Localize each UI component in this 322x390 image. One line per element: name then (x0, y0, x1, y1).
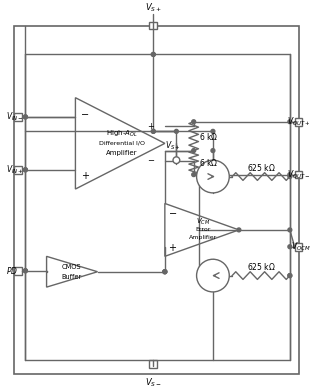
Text: $V_{OUT-}$: $V_{OUT-}$ (288, 168, 311, 181)
Text: 625 k$\Omega$: 625 k$\Omega$ (247, 261, 275, 272)
Text: High-$A_{OL}$: High-$A_{OL}$ (106, 129, 138, 139)
Text: 625 k$\Omega$: 625 k$\Omega$ (247, 162, 275, 173)
Circle shape (24, 115, 27, 119)
Text: 6 k$\Omega$: 6 k$\Omega$ (199, 157, 219, 168)
Circle shape (237, 228, 241, 232)
Text: $V_{CM}$: $V_{CM}$ (196, 217, 211, 227)
Text: Differential I/O: Differential I/O (99, 141, 145, 146)
Circle shape (288, 274, 292, 278)
Circle shape (163, 270, 167, 274)
Circle shape (24, 269, 27, 273)
Circle shape (151, 129, 155, 133)
Circle shape (288, 175, 292, 179)
Bar (295, 243, 302, 251)
Circle shape (288, 228, 292, 232)
Circle shape (288, 274, 292, 278)
Text: $-$: $-$ (168, 207, 177, 217)
Circle shape (24, 168, 27, 172)
Circle shape (24, 168, 27, 172)
Circle shape (288, 173, 292, 177)
Circle shape (211, 149, 215, 152)
Bar (14, 166, 22, 174)
Circle shape (288, 120, 292, 124)
Bar (295, 171, 302, 179)
Text: Amplifier: Amplifier (106, 150, 138, 156)
Circle shape (196, 259, 229, 292)
Circle shape (151, 129, 155, 133)
Text: $V_{S+}$: $V_{S+}$ (145, 2, 162, 14)
Text: $+$: $+$ (147, 121, 156, 131)
Circle shape (196, 160, 229, 193)
Circle shape (192, 120, 196, 124)
Circle shape (211, 270, 215, 274)
Bar (149, 22, 157, 29)
Text: $V_{S-}$: $V_{S-}$ (145, 376, 162, 389)
Text: $+$: $+$ (168, 242, 177, 253)
Text: Buffer: Buffer (61, 273, 81, 280)
Text: $-$: $-$ (80, 108, 90, 118)
Text: $PD$: $PD$ (6, 265, 18, 276)
Circle shape (163, 270, 167, 274)
Circle shape (24, 115, 27, 119)
Circle shape (24, 269, 27, 273)
Text: $V_{IN+}$: $V_{IN+}$ (6, 163, 24, 176)
Text: $V_{S+}$: $V_{S+}$ (165, 140, 180, 152)
Circle shape (175, 129, 178, 133)
Circle shape (163, 270, 167, 274)
Circle shape (211, 129, 215, 133)
Text: Amplifier: Amplifier (189, 235, 217, 240)
Polygon shape (165, 204, 239, 256)
Text: $+$: $+$ (80, 170, 90, 181)
Text: $-$: $-$ (147, 154, 156, 163)
Circle shape (192, 173, 196, 177)
Text: CMOS: CMOS (61, 264, 81, 270)
Text: Error: Error (196, 227, 211, 232)
Polygon shape (75, 98, 165, 189)
Circle shape (151, 53, 155, 56)
Polygon shape (47, 256, 98, 287)
Circle shape (192, 149, 196, 152)
Circle shape (288, 245, 292, 249)
Bar (14, 267, 22, 275)
Text: $V_{IN-}$: $V_{IN-}$ (6, 111, 24, 123)
Circle shape (151, 53, 155, 56)
Text: $V_{OCM}$: $V_{OCM}$ (291, 241, 311, 253)
Bar (295, 118, 302, 126)
Circle shape (197, 228, 201, 232)
Text: 6 k$\Omega$: 6 k$\Omega$ (199, 131, 219, 142)
Bar (14, 113, 22, 121)
Circle shape (175, 158, 178, 162)
Text: $V_{OUT+}$: $V_{OUT+}$ (288, 115, 311, 128)
Bar (149, 360, 157, 368)
Circle shape (173, 157, 180, 163)
